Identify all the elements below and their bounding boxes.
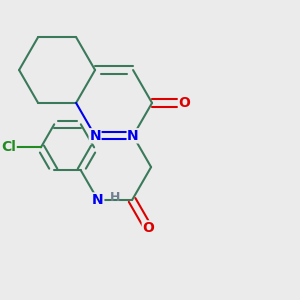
- Text: O: O: [142, 221, 154, 235]
- Text: N: N: [89, 129, 101, 143]
- Text: Cl: Cl: [1, 140, 16, 154]
- Text: N: N: [92, 193, 104, 207]
- Text: H: H: [110, 191, 120, 205]
- Text: O: O: [178, 96, 190, 110]
- Text: N: N: [127, 129, 139, 143]
